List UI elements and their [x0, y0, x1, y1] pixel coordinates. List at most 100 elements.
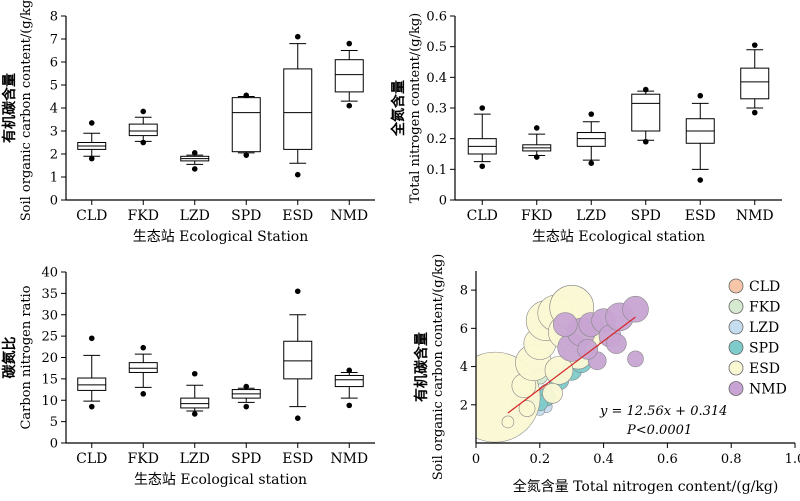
- legend-marker-cld: [728, 278, 744, 294]
- y-tick-label: 0.4: [426, 71, 447, 86]
- bubble-esd: [501, 415, 515, 429]
- panel-total-nitrogen-boxplot: 0 0.1 0.2 0.3 0.4 0.5 0.6 CLD FKD LZD SPD ESD NMD 生态站…: [390, 10, 782, 245]
- y-axis-label-en: Soil organic carbon content/(g/kg): [19, 0, 34, 221]
- legend-marker-esd: [728, 360, 744, 376]
- y-tick-label: 0: [439, 194, 447, 209]
- bubble-nmd: [627, 350, 644, 368]
- outlier-point: [140, 139, 147, 146]
- y-tick-label: 4: [50, 102, 58, 117]
- y-tick-label: 0: [50, 437, 58, 452]
- x-category-label: SPD: [631, 208, 661, 224]
- x-category-label: NMD: [330, 451, 368, 467]
- outlier-point: [642, 138, 649, 145]
- iqr-box: [334, 374, 364, 388]
- outlier-point: [140, 344, 147, 351]
- y-axis-label-cn: 碳氮比: [1, 337, 18, 379]
- outlier-point: [191, 411, 198, 417]
- y-tick-label: 0.5: [426, 40, 447, 55]
- iqr-box: [128, 362, 158, 373]
- outlier-point: [697, 92, 704, 99]
- y-tick-label: 2: [460, 398, 468, 413]
- y-tick-label: 0.6: [426, 10, 447, 25]
- x-axis-label: 全氮含量 Total nitrogen content/(g/kg): [513, 478, 779, 495]
- y-tick-label: 4: [460, 360, 468, 375]
- outlier-point: [346, 402, 353, 409]
- box-nmd: [740, 42, 770, 116]
- outlier-point: [588, 160, 595, 166]
- outlier-point: [751, 109, 758, 116]
- panel-soil-organic-carbon-boxplot: 0 1 2 3 4 5 6 7 8 CLD FKD LZD SPD ESD NMD 生态站 Ecologica…: [1, 0, 375, 245]
- outlier-point: [642, 86, 649, 93]
- box-lzd: [576, 111, 606, 166]
- y-tick-label: 1: [50, 171, 58, 186]
- iqr-box: [283, 68, 313, 150]
- box-fkd: [128, 344, 158, 397]
- box-cld: [77, 335, 107, 410]
- y-tick-label: 0.2: [426, 132, 447, 147]
- outlier-point: [191, 166, 198, 172]
- outlier-point: [751, 42, 758, 48]
- outlier-point: [533, 125, 540, 131]
- box-esd: [685, 92, 715, 183]
- x-category-label: FKD: [128, 208, 159, 224]
- x-category-label: NMD: [330, 208, 368, 224]
- x-axis-label: 生态站 Ecological Station: [133, 229, 309, 245]
- p-value-label: P<0.0001: [626, 423, 692, 438]
- x-category-label: NMD: [736, 208, 774, 224]
- iqr-box: [231, 97, 261, 153]
- y-axis-label-en: Carbon nitrogen ratio: [19, 285, 34, 429]
- x-axis-label: 生态站 Ecological station: [532, 229, 705, 245]
- y-tick-label: 15: [41, 372, 58, 387]
- box-cld: [77, 120, 107, 162]
- x-tick-label: 0.6: [657, 452, 678, 467]
- x-category-label: CLD: [76, 208, 107, 224]
- bubble-esd: [542, 383, 563, 404]
- legend-label-cld: CLD: [749, 279, 780, 295]
- x-category-label: ESD: [282, 451, 313, 467]
- y-tick-label: 40: [41, 266, 58, 281]
- iqr-box: [576, 132, 606, 147]
- x-category-label: CLD: [467, 208, 498, 224]
- x-axis-label: 生态站 Ecological station: [134, 472, 307, 488]
- box-spd: [631, 86, 661, 145]
- outlier-point: [191, 370, 198, 377]
- x-category-label: ESD: [282, 208, 313, 224]
- y-axis-label-en: Soil organic carbon content/(g/kg): [431, 254, 446, 481]
- x-category-label: LZD: [576, 208, 606, 224]
- y-tick-label: 30: [41, 308, 58, 323]
- panel-carbon-nitrogen-ratio-boxplot: 0 5 10 15 20 25 30 35 40 CLD FKD LZD SPD ESD NMD 生态站 Ec…: [1, 266, 375, 488]
- outlier-point: [88, 155, 95, 162]
- outlier-point: [294, 171, 301, 178]
- legend-label-lzd: LZD: [749, 320, 779, 336]
- y-tick-label: 7: [50, 33, 58, 48]
- y-tick-label: 0.1: [426, 163, 447, 178]
- outlier-point: [140, 391, 147, 397]
- x-tick-label: 0.4: [593, 452, 614, 467]
- iqr-box: [740, 67, 770, 100]
- iqr-box: [180, 397, 210, 409]
- legend-marker-lzd: [728, 319, 744, 335]
- bubble-nmd: [622, 295, 649, 323]
- y-axis-label-cn: 全氮含量: [390, 80, 407, 137]
- legend-marker-spd: [728, 340, 744, 355]
- outlier-point: [294, 415, 301, 422]
- iqr-box: [283, 340, 313, 380]
- x-category-label: FKD: [128, 451, 159, 467]
- outlier-point: [294, 288, 301, 295]
- outlier-point: [88, 120, 95, 126]
- iqr-box: [77, 377, 107, 391]
- y-tick-label: 5: [50, 415, 58, 430]
- legend-label-esd: ESD: [749, 361, 780, 377]
- outlier-point: [243, 383, 250, 390]
- x-category-label: SPD: [231, 208, 261, 224]
- outlier-point: [346, 102, 353, 109]
- outlier-point: [533, 154, 540, 160]
- legend-marker-nmd: [728, 381, 744, 396]
- bubble-nmd: [577, 339, 598, 360]
- outlier-point: [697, 177, 704, 183]
- y-tick-label: 3: [50, 125, 58, 140]
- box-cld: [467, 105, 497, 170]
- box-lzd: [180, 150, 210, 172]
- x-category-label: ESD: [685, 208, 716, 224]
